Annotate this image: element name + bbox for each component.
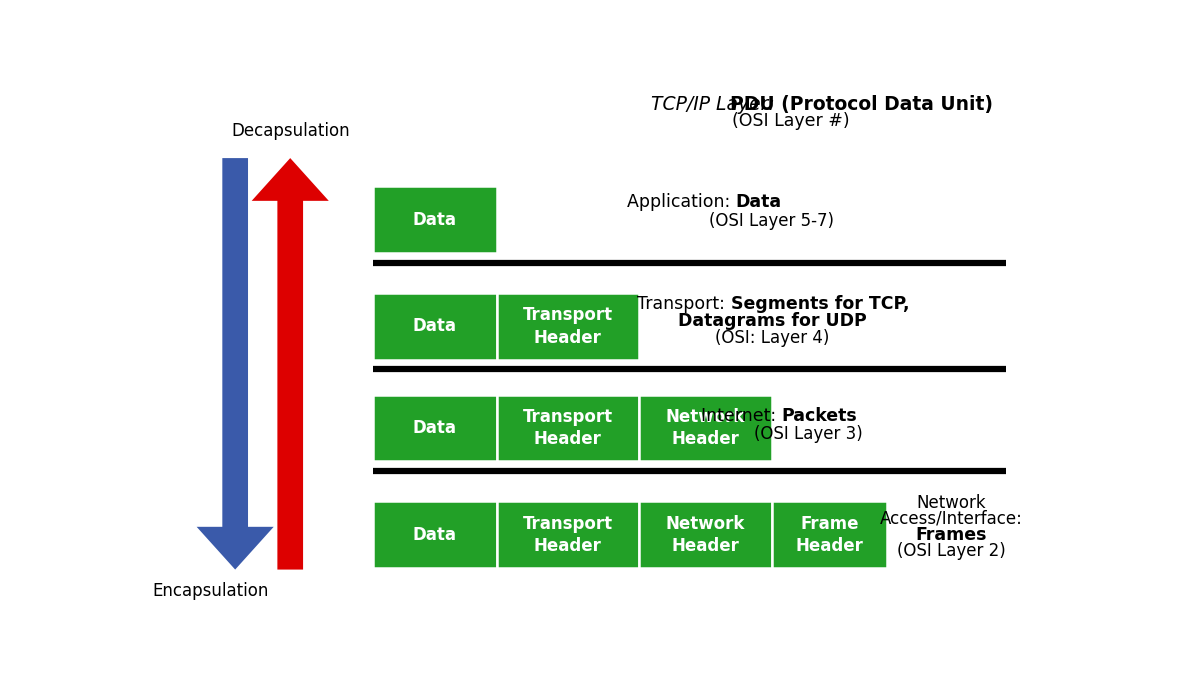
Text: Data: Data	[413, 317, 457, 335]
Text: Transport
Header: Transport Header	[523, 515, 613, 555]
Text: TCP/IP Layer:: TCP/IP Layer:	[651, 95, 780, 114]
Text: Datagrams for UDP: Datagrams for UDP	[677, 312, 867, 330]
Text: (OSI Layer #): (OSI Layer #)	[732, 112, 849, 130]
Bar	[772, 502, 887, 568]
Bar	[639, 395, 772, 462]
Text: Data: Data	[413, 419, 457, 437]
Text: (OSI: Layer 4): (OSI: Layer 4)	[715, 329, 829, 347]
Bar	[497, 395, 639, 462]
Text: (OSI Layer 3): (OSI Layer 3)	[754, 425, 863, 443]
Text: Access/Interface:: Access/Interface:	[880, 510, 1022, 528]
Text: Packets: Packets	[781, 407, 857, 425]
Text: Application:: Application:	[626, 194, 735, 212]
Text: Frames: Frames	[915, 526, 986, 544]
Text: Encapsulation: Encapsulation	[153, 582, 269, 600]
Text: Frame
Header: Frame Header	[796, 515, 863, 555]
Text: (OSI Layer 2): (OSI Layer 2)	[896, 542, 1005, 560]
Text: Transport:: Transport:	[637, 295, 731, 313]
Text: Network
Header: Network Header	[665, 515, 745, 555]
Bar	[373, 186, 497, 253]
Polygon shape	[197, 158, 274, 570]
Text: Data: Data	[735, 194, 781, 212]
Bar	[373, 502, 497, 568]
Bar	[497, 502, 639, 568]
Polygon shape	[252, 158, 329, 570]
Text: PDU (Protocol Data Unit): PDU (Protocol Data Unit)	[729, 95, 992, 114]
Text: Internet:: Internet:	[701, 407, 781, 425]
Text: Network: Network	[916, 493, 986, 511]
Text: Data: Data	[413, 210, 457, 228]
Bar	[373, 293, 497, 359]
Bar	[373, 395, 497, 462]
Text: (OSI Layer 5-7): (OSI Layer 5-7)	[709, 212, 835, 230]
Text: Segments for TCP,: Segments for TCP,	[731, 295, 909, 313]
Text: Data: Data	[413, 526, 457, 544]
Text: Transport
Header: Transport Header	[523, 306, 613, 346]
Bar	[639, 502, 772, 568]
Text: Decapsulation: Decapsulation	[231, 122, 349, 140]
Text: Network
Header: Network Header	[665, 408, 745, 448]
Text: Transport
Header: Transport Header	[523, 408, 613, 448]
Bar	[497, 293, 639, 359]
